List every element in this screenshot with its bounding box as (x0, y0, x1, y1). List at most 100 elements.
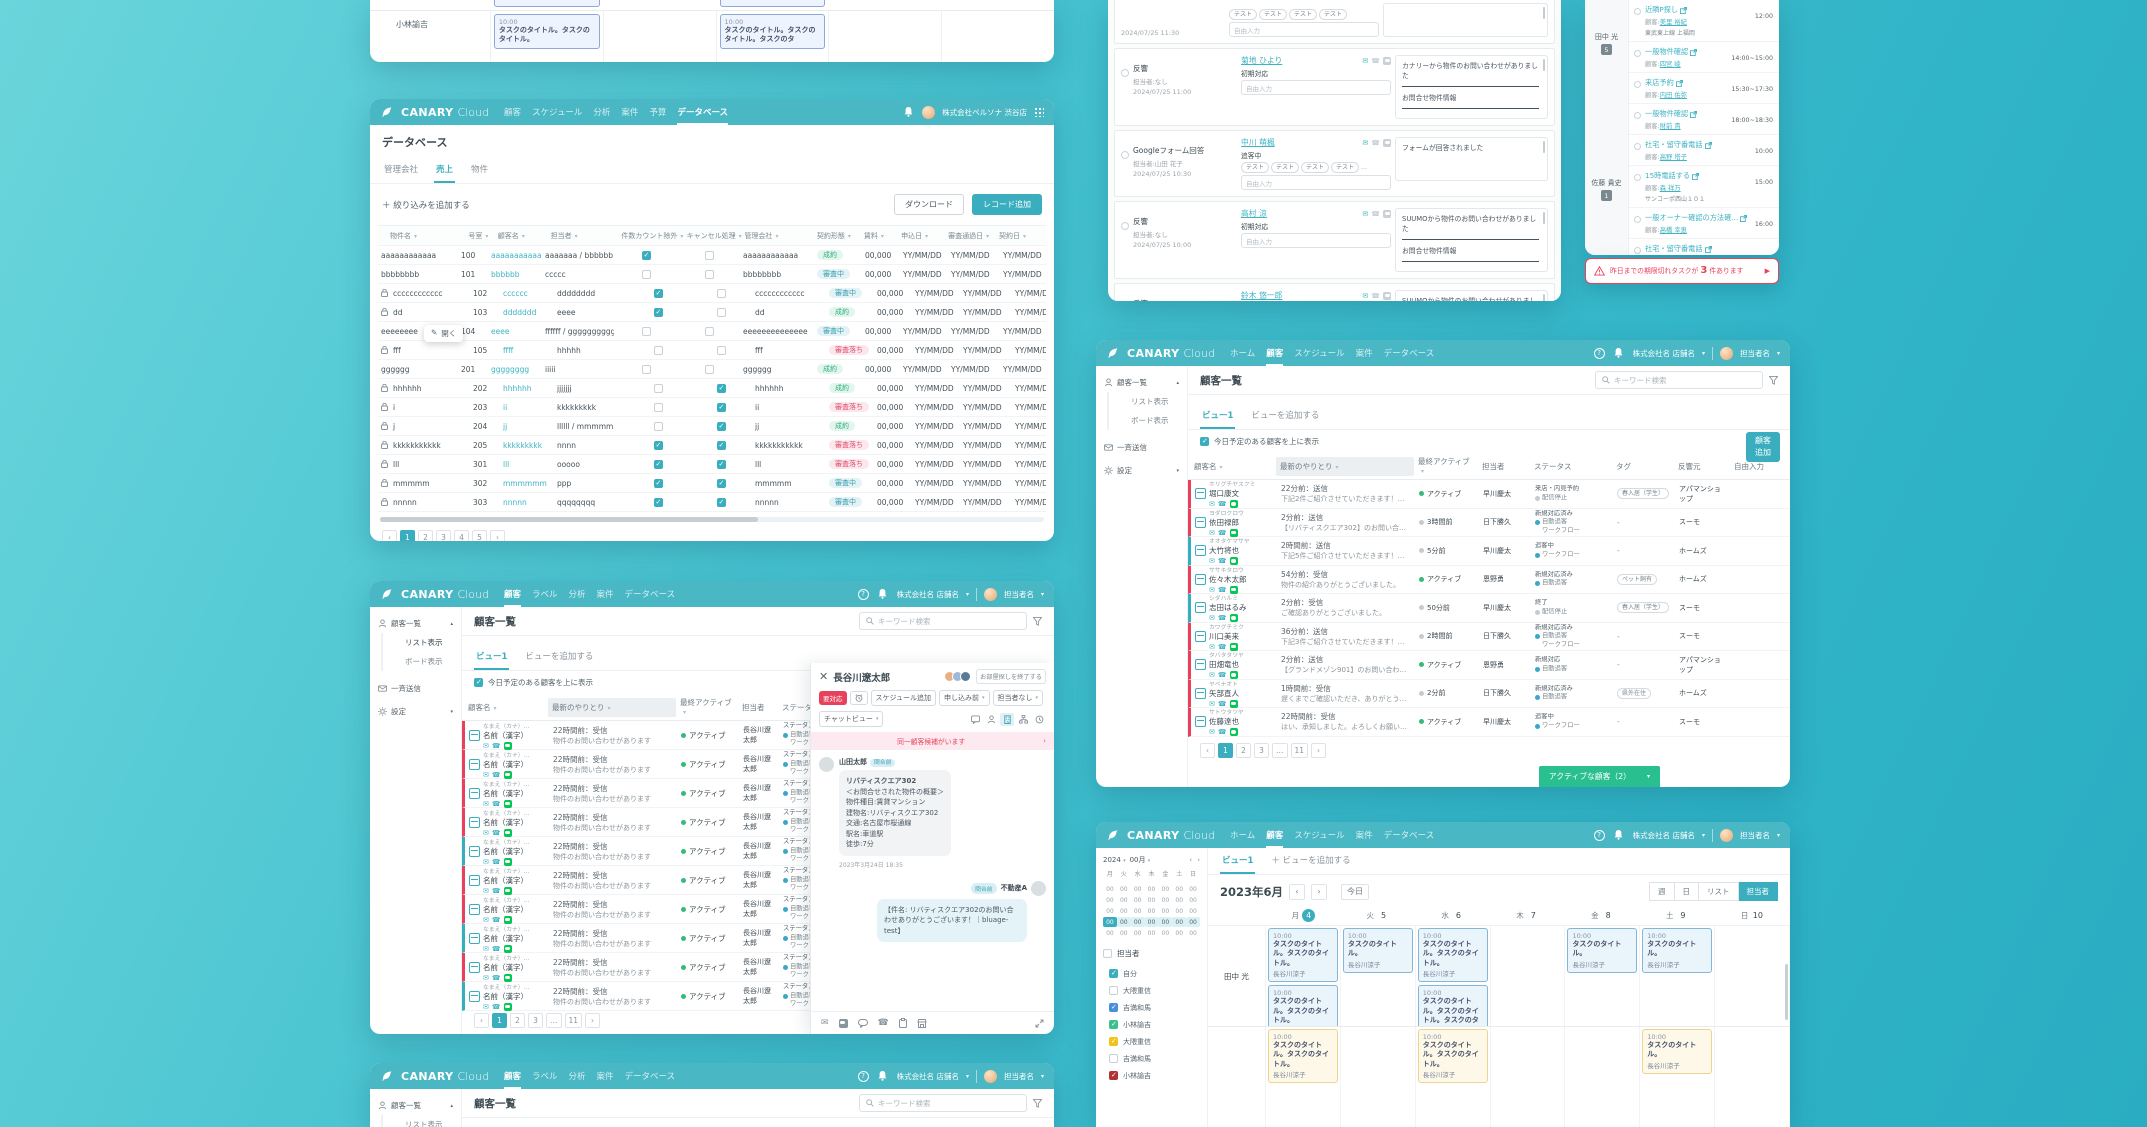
nav-item[interactable]: ラベル (531, 1072, 558, 1082)
task-checkbox[interactable] (1634, 8, 1641, 15)
tab[interactable]: 売上 (434, 157, 456, 183)
column-header[interactable]: 最新のやりとり (548, 697, 676, 717)
table-row[interactable]: bbbbbbbb 101 bbbbbb ccccc bbbbbbbb 審査中 0… (378, 265, 1046, 284)
line-icon[interactable] (1229, 642, 1238, 651)
end-search-button[interactable]: お部屋探しを終了する (976, 669, 1046, 684)
tab[interactable]: 管理会社 (384, 165, 419, 175)
task-checkbox[interactable] (1634, 50, 1641, 57)
company-name[interactable]: 株式会社名 店舗名 (1632, 830, 1695, 840)
task-title[interactable]: 一般オーナー確認の方法確… (1645, 213, 1739, 222)
mail-icon[interactable]: ✉ (1209, 557, 1215, 566)
page-button[interactable]: 1 (400, 530, 415, 541)
customer-row[interactable]: なまえ（カナ）… 名前（漢字） ✉ ☎ 22時間前：受信 (462, 779, 1054, 809)
task-card[interactable]: 10:00 タスクのタイトル。タスクのタイトル。タスクのタ (719, 14, 826, 49)
sidebar-item[interactable]: ボード表示 (1107, 411, 1187, 430)
cell-cancel[interactable] (690, 421, 752, 431)
sidebar-item-broadcast[interactable]: 一斉送信 (1096, 438, 1187, 457)
horizontal-scrollbar[interactable] (380, 517, 1044, 522)
line-icon[interactable] (1229, 699, 1238, 708)
mini-calendar-day[interactable]: 00 (1189, 885, 1197, 893)
mail-icon[interactable]: ✉ (483, 770, 489, 779)
add-view-tab[interactable]: ＋ ビューを追加する (1271, 856, 1351, 866)
mini-calendar-day[interactable]: 00 (1175, 907, 1184, 915)
task-checkbox[interactable] (1634, 143, 1641, 150)
phone-icon[interactable]: ☎ (491, 944, 501, 953)
open-tooltip[interactable]: ✎ 開く (424, 325, 464, 342)
nav-item[interactable]: スケジュール (1294, 349, 1345, 359)
phone-icon[interactable]: ☎ (491, 857, 501, 866)
table-row[interactable]: cccccccccccc 102 cccccc dddddddd ccccccc… (378, 284, 1046, 303)
task-card[interactable]: 10:00 タスクのタイトル。 長谷川涼子 (1642, 928, 1713, 973)
line-icon[interactable] (503, 1002, 512, 1011)
task-checkbox[interactable] (1634, 174, 1641, 181)
checkbox[interactable] (1109, 1071, 1118, 1080)
nav-item[interactable]: 顧客 (503, 108, 521, 118)
task-title[interactable]: 一般物件確認 (1645, 47, 1689, 56)
tab-view1[interactable]: ビュー1 (1200, 403, 1236, 429)
phone-icon[interactable]: ☎ (1217, 614, 1227, 623)
mini-calendar-day[interactable]: 00 (1147, 907, 1156, 915)
search-box[interactable] (859, 612, 1027, 630)
nav-item[interactable]: データベース (624, 590, 676, 600)
mail-icon[interactable]: ✉ (1362, 138, 1369, 147)
line-icon[interactable] (503, 944, 512, 953)
phone-icon[interactable]: ☎ (1217, 585, 1227, 594)
add-view-tab[interactable]: ビューを追加する (525, 652, 594, 662)
table-row[interactable]: aaaaaaaaaaaa 100 aaaaaaaaaaa aaaaaaa / b… (378, 246, 1046, 265)
page-button[interactable]: 11 (1290, 742, 1309, 758)
customer-row[interactable]: なまえ（カナ）… 名前（漢字） ✉ ☎ 22時間前：受信 (462, 750, 1054, 780)
customer-link[interactable]: 高野 塔子 (1659, 154, 1687, 161)
scrollbar-thumb[interactable] (1542, 7, 1545, 19)
help-icon[interactable]: ? (857, 588, 869, 600)
cell-cancel[interactable] (690, 440, 752, 450)
mini-calendar-day[interactable]: 00 (1119, 896, 1128, 904)
line-icon[interactable] (503, 973, 512, 982)
line-icon[interactable] (838, 1018, 848, 1028)
year-select[interactable]: 2024 ▾ (1103, 856, 1126, 864)
cell-cancel[interactable] (690, 497, 752, 507)
nav-item[interactable]: ホーム (1229, 831, 1256, 841)
mail-icon[interactable]: ✉ (1209, 528, 1215, 537)
mail-icon[interactable]: ✉ (1209, 614, 1215, 623)
cell-count-exclude[interactable] (614, 364, 678, 374)
page-button[interactable]: › (1311, 742, 1327, 758)
cell-count-exclude[interactable] (626, 345, 690, 355)
day-header[interactable]: 日 10 (1740, 911, 1763, 920)
user-name[interactable]: 担当者名 (1739, 830, 1770, 840)
customer-link[interactable]: 中川 萌楓 (1241, 138, 1275, 147)
task-title[interactable]: 近隣P探し (1645, 5, 1679, 14)
mail-icon[interactable]: ✉ (1209, 500, 1215, 509)
phone-icon[interactable]: ☎ (1217, 557, 1227, 566)
search-input[interactable] (878, 1098, 1020, 1108)
cell-count-exclude[interactable] (626, 459, 690, 469)
inquiry-row[interactable]: 反響 担当者:なし 2024/07/25 11:00 菊地 ひより ✉ ☎ 初期… (1114, 48, 1555, 126)
cell-count-exclude[interactable] (626, 497, 690, 507)
mini-calendar-day[interactable]: 00 (1119, 929, 1128, 937)
sidebar-item[interactable]: リスト表示 (381, 1115, 461, 1127)
overdue-tasks-alert[interactable]: 昨日までの期限切れタスクが 3 件あります ▶ (1585, 258, 1779, 284)
scrollbar-thumb[interactable] (1542, 59, 1545, 71)
page-button[interactable]: 5 (472, 530, 487, 541)
user-name[interactable]: 担当者名 (1739, 348, 1770, 358)
stage-select[interactable]: 申し込み前 ▾ (939, 690, 990, 706)
staff-filter-item[interactable]: 大隈重信 (1103, 1033, 1200, 1050)
mini-calendar-day[interactable]: 00 (1161, 907, 1170, 915)
checkbox[interactable] (1109, 1054, 1118, 1063)
page-button[interactable]: ‹ (1200, 742, 1215, 758)
mini-calendar-day[interactable]: 00 (1189, 896, 1197, 904)
task-title[interactable]: 一般物件確認 (1645, 109, 1689, 118)
today-filter[interactable]: 今日予定のある顧客を上に表示 (1188, 430, 1790, 453)
sidebar-group-customers[interactable]: 顧客一覧 ▴ (1096, 373, 1187, 392)
column-header[interactable]: 反響元 (1678, 461, 1701, 471)
mini-calendar-day[interactable]: 00 (1161, 896, 1170, 904)
mail-icon[interactable]: ✉ (483, 944, 489, 953)
line-icon[interactable] (1229, 500, 1238, 509)
line-icon[interactable] (503, 915, 512, 924)
column-header[interactable]: 顧客名 (1190, 457, 1276, 476)
nav-item[interactable]: ラベル (531, 590, 558, 600)
checkbox[interactable] (1109, 986, 1118, 995)
avatar[interactable] (1719, 828, 1733, 842)
nav-item[interactable]: 顧客 (503, 1063, 521, 1089)
column-header[interactable]: 最終アクティブ (676, 694, 738, 720)
page-button[interactable]: 2 (418, 530, 433, 541)
